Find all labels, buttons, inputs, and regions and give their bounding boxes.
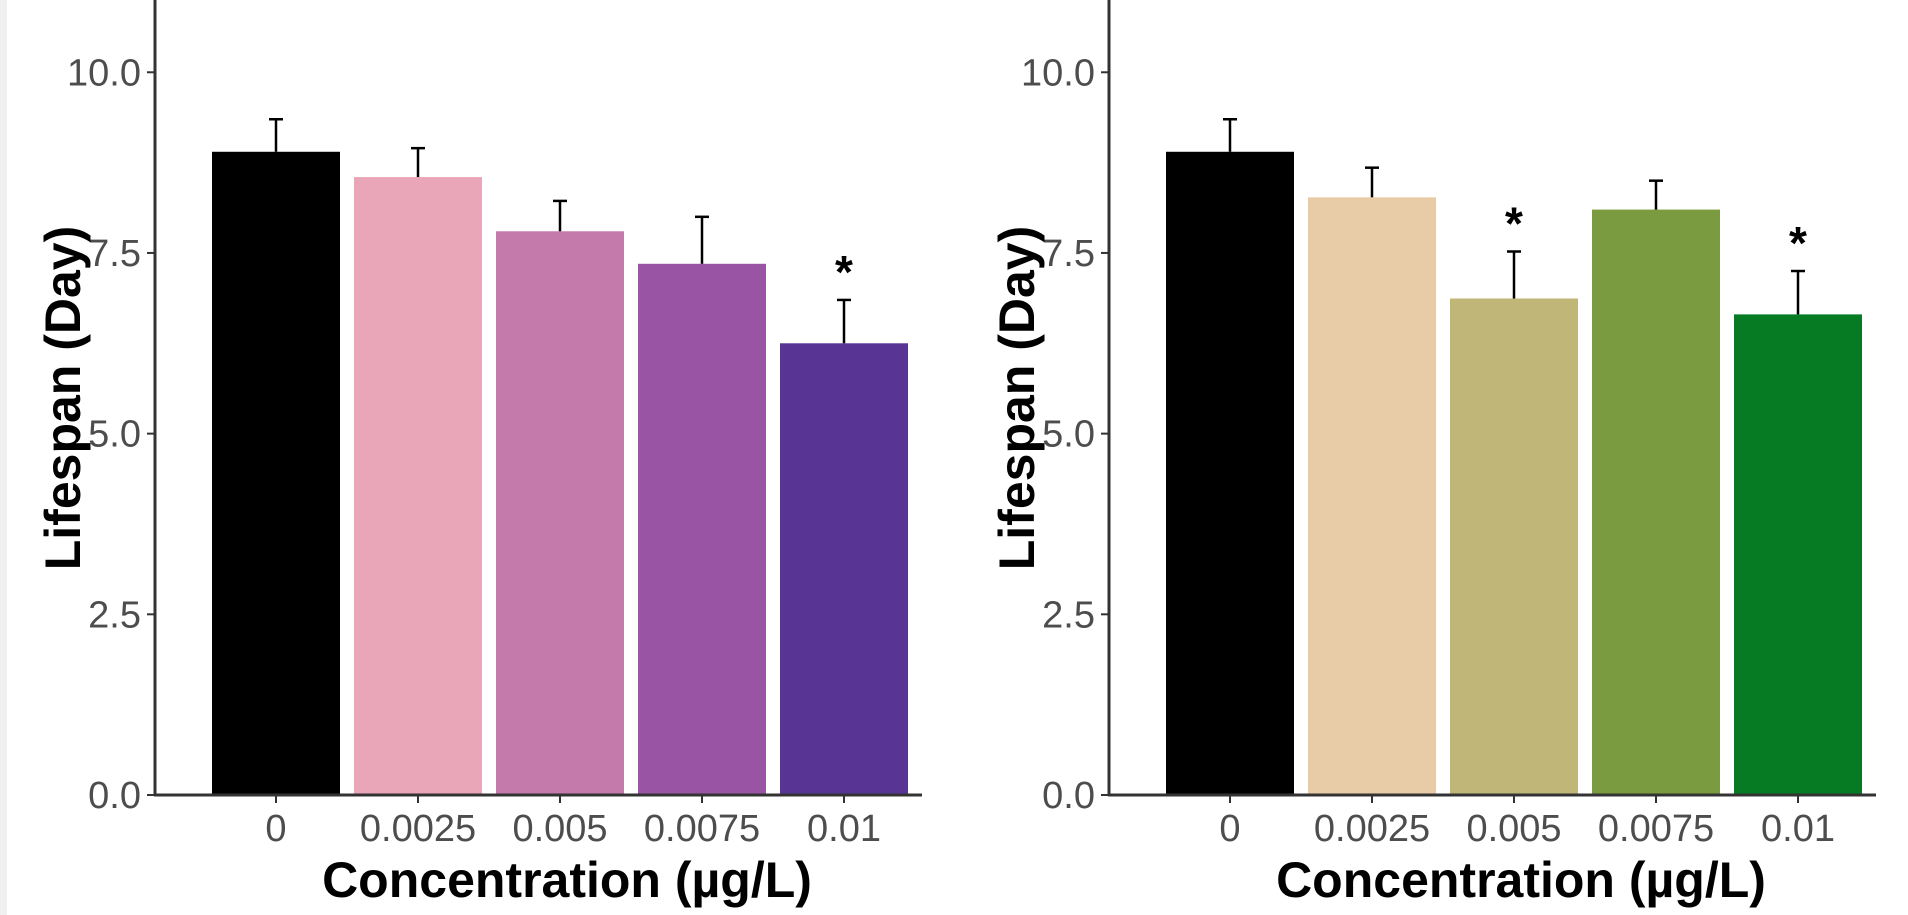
bar: [638, 263, 766, 796]
bar: [1734, 314, 1862, 795]
y-axis-title: Lifespan (Day): [35, 226, 91, 571]
y-tick-label: 2.5: [88, 594, 141, 636]
x-tick-label: 0.0025: [1314, 808, 1430, 850]
y-tick-label: 7.5: [1042, 233, 1095, 275]
left-edge-strip: [0, 0, 7, 915]
x-tick-label: 0: [265, 808, 286, 850]
x-tick-label: 0.0025: [360, 808, 476, 850]
x-axis-title: Concentration (µg/L): [1276, 852, 1766, 908]
y-axis-title: Lifespan (Day): [989, 226, 1045, 571]
bar: [212, 151, 340, 796]
bar: [1592, 209, 1720, 795]
x-tick-label: 0: [1219, 808, 1240, 850]
bar: [780, 343, 908, 795]
y-tick-label: 5.0: [88, 414, 141, 456]
x-tick-label: 0.01: [807, 808, 881, 850]
bar: [354, 177, 482, 795]
x-axis-title: Concentration (µg/L): [322, 852, 812, 908]
chart-right: 0 0.0025 * 0.005 0.0075 * 0.01 0.0 2.5 5.0 7.5 10.0…: [989, 0, 1876, 908]
bar: [496, 231, 624, 796]
x-tick-label: 0.0075: [1598, 808, 1714, 850]
y-tick-label: 0.0: [1042, 775, 1095, 817]
bar: [1450, 298, 1578, 795]
x-tick-label: 0.005: [1466, 808, 1561, 850]
x-tick-label: 0.01: [1761, 808, 1835, 850]
bar: [1308, 197, 1436, 795]
y-tick-label: 0.0: [88, 775, 141, 817]
y-tick-label: 10.0: [1021, 52, 1095, 94]
y-tick-label: 5.0: [1042, 414, 1095, 456]
x-tick-label: 0.0075: [644, 808, 760, 850]
significance-marker: *: [1789, 217, 1807, 269]
significance-marker: *: [835, 246, 853, 298]
significance-marker: *: [1505, 198, 1523, 250]
y-tick-label: 2.5: [1042, 594, 1095, 636]
chart-left: 0 0.0025 0.005 0.0075 * 0.01 0.0 2.5 5.0 7.5 10.0 C…: [35, 0, 922, 908]
y-tick-label: 10.0: [67, 52, 141, 94]
y-tick-label: 7.5: [88, 233, 141, 275]
x-tick-label: 0.005: [512, 808, 607, 850]
bar: [1166, 151, 1294, 796]
